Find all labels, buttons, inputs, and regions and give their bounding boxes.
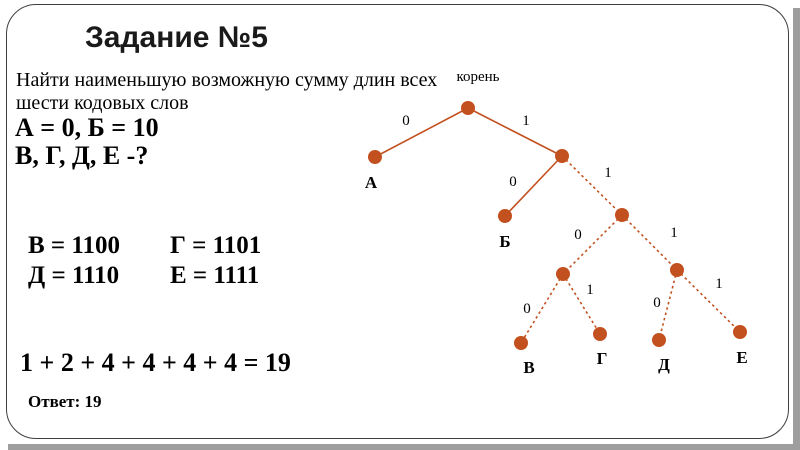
length-sum-equation: 1 + 2 + 4 + 4 + 4 + 4 = 19	[20, 348, 291, 377]
tree-edge-bit-1	[467, 107, 563, 157]
tree-node-n1111-e	[733, 325, 747, 339]
tree-edge-bit-0	[658, 269, 678, 341]
node-letter-label: Г	[597, 349, 608, 368]
tree-node-root	[461, 101, 475, 115]
node-letter-label: А	[365, 173, 378, 192]
edge-bit-label: 0	[402, 113, 410, 129]
tree-edge-bit-0	[374, 107, 469, 158]
tree-edge-bit-0	[562, 214, 623, 275]
tree-node-n110	[556, 267, 570, 281]
edge-bit-label: 1	[715, 276, 723, 292]
tree-edge-bit-1	[676, 269, 741, 333]
node-letter-label: Б	[499, 232, 510, 251]
edge-bit-label: 1	[670, 225, 678, 241]
slide-rounded-border	[6, 4, 789, 439]
tree-node-n10-b	[498, 209, 512, 223]
tree-node-n1110-d	[652, 333, 666, 347]
tree-node-n1100-v	[514, 336, 528, 350]
problem-text-line1: Найти наименьшую возможную сумму длин вс…	[16, 69, 438, 91]
code-value-g: Г = 1101	[170, 232, 262, 259]
slide-shadow-right	[793, 8, 800, 450]
tree-edge-bit-1	[562, 273, 601, 335]
code-value-v: В = 1100	[28, 232, 121, 259]
code-value-e: Е = 1111	[170, 262, 260, 289]
question-text: В, Г, Д, Е -?	[15, 141, 149, 170]
given-codes-text: А = 0, Б = 10	[15, 113, 159, 142]
tree-edge-bit-1	[561, 155, 623, 216]
problem-text-line2: шести кодовых слов	[16, 92, 189, 114]
answer-text: Ответ: 19	[28, 392, 102, 411]
node-letter-label: В	[523, 358, 534, 377]
edge-bit-label: 0	[574, 227, 582, 243]
edge-bit-label: 0	[523, 301, 531, 317]
node-letter-label: Е	[736, 348, 747, 367]
root-caption: корень	[456, 69, 499, 85]
edge-bit-label: 1	[604, 165, 612, 181]
tree-node-n111	[670, 263, 684, 277]
slide-title: Задание №5	[85, 21, 268, 54]
slide-shadow-bottom	[8, 444, 800, 450]
tree-edge-bit-0	[504, 155, 563, 217]
edge-bit-label: 0	[509, 174, 517, 190]
tree-node-n11	[615, 208, 629, 222]
tree-edge-bit-0	[520, 273, 564, 344]
tree-edge-bit-1	[621, 214, 678, 271]
tree-node-n1101-g	[593, 327, 607, 341]
code-value-d: Д = 1110	[28, 262, 120, 289]
tree-node-n0-a	[368, 150, 382, 164]
edge-bit-label: 1	[522, 113, 530, 129]
edge-bit-label: 0	[653, 295, 661, 311]
edge-bit-label: 1	[586, 282, 594, 298]
tree-node-n1	[555, 149, 569, 163]
node-letter-label: Д	[658, 355, 670, 374]
